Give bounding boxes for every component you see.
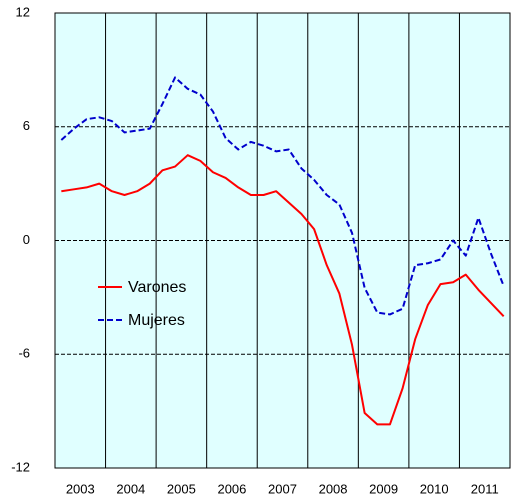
- y-tick-label: -12: [11, 459, 30, 474]
- y-tick-label: 0: [23, 232, 30, 247]
- y-tick-label: 6: [23, 118, 30, 133]
- plot-border: [54, 12, 511, 469]
- x-tick-label: 2005: [167, 481, 196, 496]
- x-tick-label: 2010: [420, 481, 449, 496]
- y-tick-label: -6: [18, 346, 30, 361]
- x-tick-label: 2009: [369, 481, 398, 496]
- x-tick-label: 2008: [319, 481, 348, 496]
- series-line: [60, 76, 505, 316]
- y-tick-label: 12: [16, 4, 30, 19]
- x-tick-label: 2007: [268, 481, 297, 496]
- x-tick-label: 2003: [66, 481, 95, 496]
- x-tick-label: 2004: [116, 481, 145, 496]
- x-tick-label: 2011: [471, 481, 499, 496]
- series-line: [61, 154, 505, 426]
- x-tick-label: 2006: [217, 481, 246, 496]
- legend-label: Varones: [128, 279, 186, 296]
- legend-label: Mujeres: [128, 312, 185, 329]
